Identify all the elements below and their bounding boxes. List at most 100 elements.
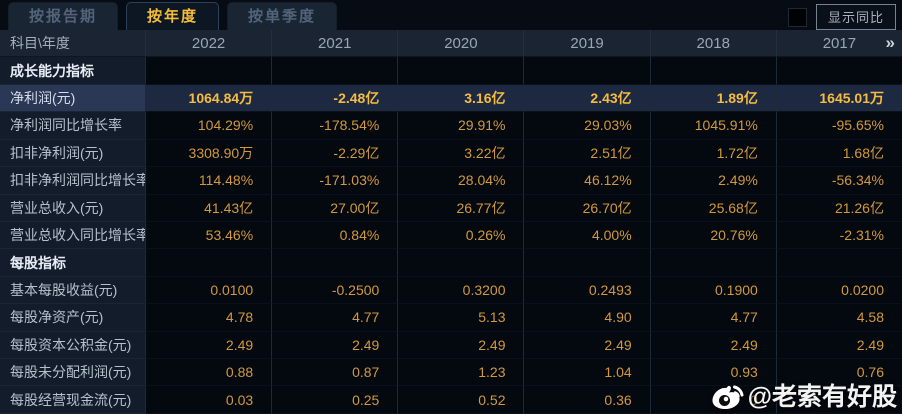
cell-value: 28.04% — [397, 167, 524, 195]
row-label: 每股资本公积金(元) — [0, 331, 145, 360]
cell-value: 0.76 — [775, 359, 902, 387]
indicators-table: 科目\年度 2022 2021 2020 2019 2018 2017 » 成长… — [0, 30, 902, 414]
row-label: 扣非净利润(元) — [0, 139, 145, 168]
yoy-controls: 显示同比 — [787, 4, 896, 30]
table-row[interactable]: 每股经营现金流(元) 0.03 0.25 0.52 0.36 0 — [0, 386, 902, 414]
show-yoy-label[interactable]: 显示同比 — [815, 4, 896, 30]
column-header-2021: 2021 — [271, 30, 398, 58]
cell-value: 0.03 — [145, 386, 272, 414]
row-label: 营业总收入同比增长率 — [0, 221, 145, 250]
cell-value: -0.2500 — [271, 276, 398, 305]
cell-value: 0.93 — [649, 359, 776, 387]
cell-value: 2.49% — [649, 167, 776, 195]
table-row[interactable]: 扣非净利润(元) 3308.90万 -2.29亿 3.22亿 2.51亿 1.72亿 1.6… — [0, 139, 902, 168]
cell-value: 0.26% — [397, 221, 524, 250]
cell-value: 53.46% — [145, 221, 272, 250]
table-row[interactable]: 净利润同比增长率 104.29% -178.54% 29.91% 29.03% 1045.… — [0, 112, 902, 140]
cell-value: 0.88 — [145, 359, 272, 387]
row-label: 每股未分配利润(元) — [0, 359, 145, 387]
column-header-2018: 2018 — [649, 30, 776, 58]
column-header-2019: 2019 — [523, 30, 650, 58]
section-row: 成长能力指标 — [0, 57, 902, 85]
cell-value: 2.51亿 — [523, 139, 650, 168]
cell-value — [775, 249, 902, 277]
cell-value: 0 — [649, 386, 776, 414]
cell-value: 25.68亿 — [649, 194, 776, 222]
row-label: 营业总收入(元) — [0, 194, 145, 222]
cell-value: 26.70亿 — [523, 194, 650, 222]
tab-by-quarter[interactable]: 按单季度 — [227, 2, 338, 30]
cell-value: 4.77 — [271, 304, 398, 332]
cell-value — [649, 57, 776, 85]
table-row[interactable]: 营业总收入同比增长率 53.46% 0.84% 0.26% 4.00% 20.76% -2.… — [0, 221, 902, 250]
cell-value: 3.16亿 — [397, 84, 524, 113]
more-years-icon[interactable]: » — [885, 33, 895, 53]
cell-value: 0.25 — [271, 386, 398, 414]
cell-value: 0.87 — [271, 359, 398, 387]
cell-value: 46.12% — [523, 167, 650, 195]
cell-value: 20.76% — [649, 221, 776, 250]
cell-value: 2.49 — [397, 331, 524, 360]
cell-value: 2.49 — [775, 331, 902, 360]
tab-by-report-period[interactable]: 按报告期 — [8, 2, 119, 30]
cell-value: 21.26亿 — [775, 194, 902, 222]
row-label: 净利润同比增长率 — [0, 112, 145, 140]
cell-value: 2.49 — [145, 331, 272, 360]
cell-value: 27.00亿 — [271, 194, 398, 222]
cell-value — [271, 249, 398, 277]
table-row[interactable]: 营业总收入(元) 41.43亿 27.00亿 26.77亿 26.70亿 25.68亿 21… — [0, 194, 902, 222]
cell-value: 2.49 — [649, 331, 776, 360]
cell-value: -2.31% — [775, 221, 902, 250]
cell-value: 1.68亿 — [775, 139, 902, 168]
row-label: 每股净资产(元) — [0, 304, 145, 332]
cell-value: 104.29% — [145, 112, 272, 140]
show-yoy-checkbox[interactable] — [787, 7, 807, 27]
table-row[interactable]: 每股净资产(元) 4.78 4.77 5.13 4.90 4.77 4.58 — [0, 304, 902, 332]
row-label: 净利润(元) — [0, 84, 145, 113]
table-row[interactable]: 净利润(元) 1064.84万 -2.48亿 3.16亿 2.43亿 1.89亿 1645.… — [0, 84, 902, 113]
cell-value: 1.89亿 — [649, 84, 776, 113]
column-header-2017-label: 2017 — [822, 34, 857, 52]
table-row[interactable]: 扣非净利润同比增长率 114.48% -171.03% 28.04% 46.12% 2.4… — [0, 167, 902, 195]
cell-value: 41.43亿 — [145, 194, 272, 222]
cell-value: 1.23 — [397, 359, 524, 387]
cell-value — [775, 386, 902, 414]
cell-value: 1.72亿 — [649, 139, 776, 168]
table-row[interactable]: 每股未分配利润(元) 0.88 0.87 1.23 1.04 0.93 0.76 — [0, 359, 902, 387]
cell-value: 1064.84万 — [145, 84, 272, 113]
table-row[interactable]: 每股资本公积金(元) 2.49 2.49 2.49 2.49 2.49 2.49 — [0, 331, 902, 360]
cell-value: -2.48亿 — [271, 84, 398, 113]
cell-value: 0.1900 — [649, 276, 776, 305]
cell-value: 1645.01万 — [775, 84, 902, 113]
cell-value — [145, 249, 272, 277]
row-label: 基本每股收益(元) — [0, 276, 145, 305]
cell-value: 1.04 — [523, 359, 650, 387]
cell-value: 0.0100 — [145, 276, 272, 305]
column-header-2020: 2020 — [397, 30, 524, 58]
cell-value: 0.36 — [523, 386, 650, 414]
cell-value — [397, 57, 524, 85]
cell-value: 29.03% — [523, 112, 650, 140]
cell-value: 0.52 — [397, 386, 524, 414]
row-label: 每股经营现金流(元) — [0, 386, 145, 414]
cell-value — [649, 249, 776, 277]
cell-value: -2.29亿 — [271, 139, 398, 168]
cell-value — [271, 57, 398, 85]
cell-value: 5.13 — [397, 304, 524, 332]
cell-value — [775, 57, 902, 85]
cell-value: 2.49 — [271, 331, 398, 360]
tab-bar: 按报告期 按年度 按单季度 显示同比 — [0, 0, 902, 30]
column-header-2017: 2017 » — [775, 30, 902, 58]
cell-value: 0.0200 — [775, 276, 902, 305]
cell-value — [523, 249, 650, 277]
cell-value: 0.84% — [271, 221, 398, 250]
cell-value: 4.00% — [523, 221, 650, 250]
tab-by-year[interactable]: 按年度 — [126, 2, 220, 30]
cell-value: 4.77 — [649, 304, 776, 332]
cell-value — [523, 57, 650, 85]
column-header-2022: 2022 — [145, 30, 272, 58]
table-row[interactable]: 基本每股收益(元) 0.0100 -0.2500 0.3200 0.2493 0.1900… — [0, 276, 902, 305]
cell-value: 2.43亿 — [523, 84, 650, 113]
cell-value: -171.03% — [271, 167, 398, 195]
